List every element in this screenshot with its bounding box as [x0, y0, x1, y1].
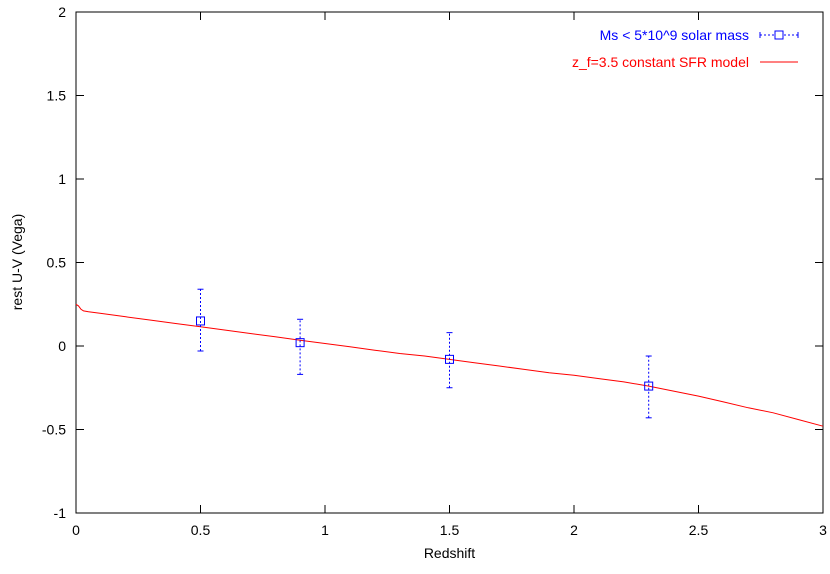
x-tick-label: 2: [570, 522, 578, 538]
data-points-group: [196, 288, 654, 419]
point-marker: [445, 354, 454, 364]
x-tick-label: 2.5: [689, 522, 709, 538]
x-tick-label: 1: [321, 522, 329, 538]
legend-label-line: z_f=3.5 constant SFR model: [572, 54, 749, 70]
y-tick-label: 0: [58, 338, 66, 354]
point-marker: [295, 338, 305, 348]
y-tick-label: 1.5: [47, 88, 67, 104]
data-point: [445, 332, 454, 389]
model-line-group: [75, 303, 824, 427]
y-tick-label: -1: [54, 505, 67, 521]
legend-label-points: Ms < 5*10^9 solar mass: [600, 27, 749, 43]
y-tick-label: 2: [58, 4, 66, 20]
data-point: [196, 288, 205, 352]
model-line: [75, 303, 824, 427]
axis-ticks: [75, 11, 824, 514]
point-marker: [196, 316, 205, 326]
y-tick-label: -0.5: [42, 422, 66, 438]
y-axis-label: rest U-V (Vega): [9, 214, 25, 310]
plot-frame: [75, 11, 824, 514]
legend: Ms < 5*10^9 solar mass z_f=3.5 constant S…: [572, 27, 799, 70]
data-point: [295, 318, 305, 375]
y-tick-label: 1: [58, 171, 66, 187]
point-marker: [644, 381, 654, 391]
y-tick-label: 0.5: [47, 255, 67, 271]
x-tick-label: 0.5: [191, 522, 211, 538]
data-point: [644, 355, 654, 419]
legend-marker: [774, 30, 784, 40]
axis-tick-labels: 0 0.5 1 1.5 2 2.5 3 -1 -0.5 0 0.5 1 1.5 2: [42, 4, 827, 538]
x-tick-label: 3: [819, 522, 827, 538]
x-tick-label: 0: [72, 522, 80, 538]
x-axis-label: Redshift: [424, 545, 475, 561]
x-tick-label: 1.5: [440, 522, 460, 538]
